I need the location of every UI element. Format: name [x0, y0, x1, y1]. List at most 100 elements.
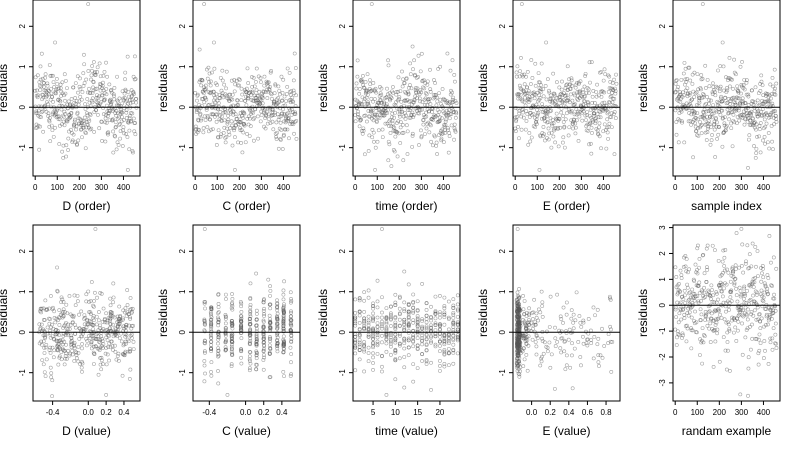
- y-tick-label: -3: [658, 379, 667, 387]
- data-point: [743, 261, 748, 266]
- x-tick-label: 0.8: [600, 408, 612, 417]
- data-point: [420, 342, 425, 347]
- data-point: [420, 333, 424, 338]
- data-point: [120, 373, 125, 378]
- data-point: [517, 111, 522, 116]
- data-point: [105, 352, 110, 357]
- x-tick-label: 15: [413, 408, 422, 417]
- data-point: [766, 362, 771, 366]
- data-point: [84, 111, 89, 116]
- data-point: [39, 115, 43, 120]
- x-tick-label: 300: [255, 183, 269, 192]
- data-point: [730, 266, 735, 271]
- data-point: [516, 124, 520, 129]
- data-point: [572, 103, 577, 107]
- data-point: [386, 139, 391, 144]
- data-point: [229, 324, 234, 328]
- data-point: [742, 77, 747, 82]
- data-point: [732, 281, 737, 286]
- data-point: [446, 351, 451, 355]
- data-point: [752, 121, 757, 126]
- data-point: [129, 323, 134, 328]
- data-point: [424, 317, 429, 321]
- data-point: [267, 343, 272, 348]
- data-point: [70, 138, 75, 143]
- data-point: [48, 345, 53, 350]
- data-point: [517, 339, 522, 344]
- data-point: [453, 129, 458, 134]
- data-point: [424, 362, 429, 366]
- data-point: [770, 347, 775, 352]
- data-point: [209, 329, 214, 334]
- data-point: [62, 123, 67, 128]
- data-point: [521, 293, 525, 298]
- data-point: [609, 125, 614, 130]
- data-point: [543, 138, 547, 143]
- data-point: [246, 81, 251, 85]
- x-axis-title: C (order): [222, 199, 270, 213]
- data-point: [558, 125, 563, 130]
- data-point: [230, 92, 235, 97]
- data-point: [581, 334, 585, 339]
- data-point: [602, 100, 607, 105]
- data-point: [131, 116, 136, 121]
- data-point: [80, 361, 85, 366]
- data-point: [57, 323, 62, 327]
- data-point: [223, 326, 228, 330]
- data-point: [705, 95, 709, 99]
- data-point: [678, 268, 683, 273]
- data-point: [41, 362, 46, 367]
- x-tick-label: 200: [393, 183, 407, 192]
- data-point: [53, 89, 58, 94]
- plot-frame: [32, 0, 141, 177]
- data-point: [425, 103, 430, 108]
- data-point: [528, 82, 533, 86]
- data-point: [729, 299, 734, 304]
- data-point: [718, 312, 722, 317]
- data-point: [539, 289, 544, 294]
- y-tick-label: 0: [498, 329, 507, 334]
- data-point: [116, 99, 121, 104]
- data-point: [99, 355, 104, 360]
- data-point: [757, 112, 762, 117]
- data-point: [92, 362, 96, 366]
- x-axis-title: D (order): [62, 199, 110, 213]
- data-point: [252, 84, 257, 89]
- data-point: [415, 347, 420, 351]
- data-point: [596, 336, 601, 341]
- data-point: [92, 110, 97, 115]
- data-point: [398, 141, 403, 145]
- data-point: [361, 83, 366, 88]
- data-point: [749, 264, 754, 269]
- data-point: [593, 121, 598, 126]
- data-point: [701, 253, 706, 257]
- data-point: [686, 103, 691, 107]
- data-point: [709, 138, 714, 143]
- data-point: [526, 91, 531, 95]
- data-point: [515, 64, 520, 69]
- data-point: [117, 122, 122, 127]
- data-point: [529, 320, 534, 325]
- data-point: [128, 349, 132, 354]
- data-point: [750, 336, 755, 341]
- data-point: [759, 73, 764, 78]
- data-point: [438, 343, 442, 348]
- data-point: [402, 338, 407, 343]
- data-point: [452, 73, 457, 77]
- data-point: [757, 348, 762, 353]
- data-point: [393, 332, 398, 337]
- data-point: [568, 86, 573, 91]
- data-point: [538, 310, 543, 315]
- data-point: [587, 142, 592, 147]
- data-point: [214, 119, 219, 124]
- y-axis-title: residuals: [156, 289, 170, 337]
- data-point: [736, 90, 741, 95]
- data-point: [63, 322, 68, 327]
- data-point: [127, 377, 132, 381]
- data-point: [601, 109, 605, 114]
- data-point: [696, 133, 701, 138]
- data-point: [101, 73, 106, 78]
- data-point: [769, 96, 773, 101]
- data-point: [79, 97, 84, 102]
- data-point: [767, 312, 772, 317]
